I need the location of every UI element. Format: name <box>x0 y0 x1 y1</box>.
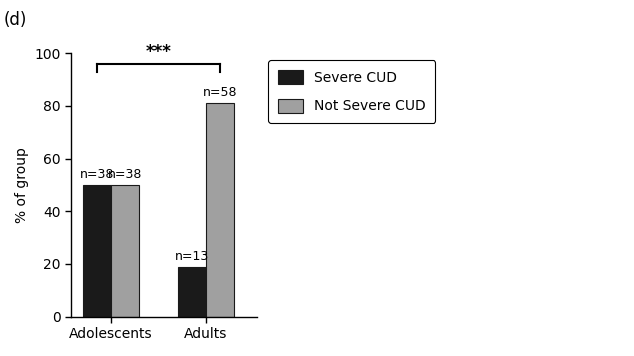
Y-axis label: % of group: % of group <box>15 147 29 223</box>
Legend: Severe CUD, Not Severe CUD: Severe CUD, Not Severe CUD <box>268 60 436 123</box>
Text: ***: *** <box>145 43 171 61</box>
Text: n=38: n=38 <box>108 168 142 181</box>
Bar <box>83 185 111 316</box>
Bar <box>111 185 139 316</box>
Bar <box>178 267 206 316</box>
Text: n=13: n=13 <box>175 250 209 263</box>
Bar <box>206 103 234 316</box>
Text: (d): (d) <box>3 11 27 29</box>
Text: n=38: n=38 <box>80 168 114 181</box>
Text: n=58: n=58 <box>202 86 237 99</box>
